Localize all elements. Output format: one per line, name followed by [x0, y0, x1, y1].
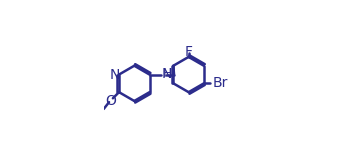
- Text: H: H: [163, 67, 172, 80]
- Text: Br: Br: [213, 76, 228, 90]
- Text: N: N: [110, 68, 120, 82]
- Text: O: O: [105, 94, 116, 108]
- Text: N: N: [161, 67, 172, 81]
- Text: F: F: [185, 45, 193, 58]
